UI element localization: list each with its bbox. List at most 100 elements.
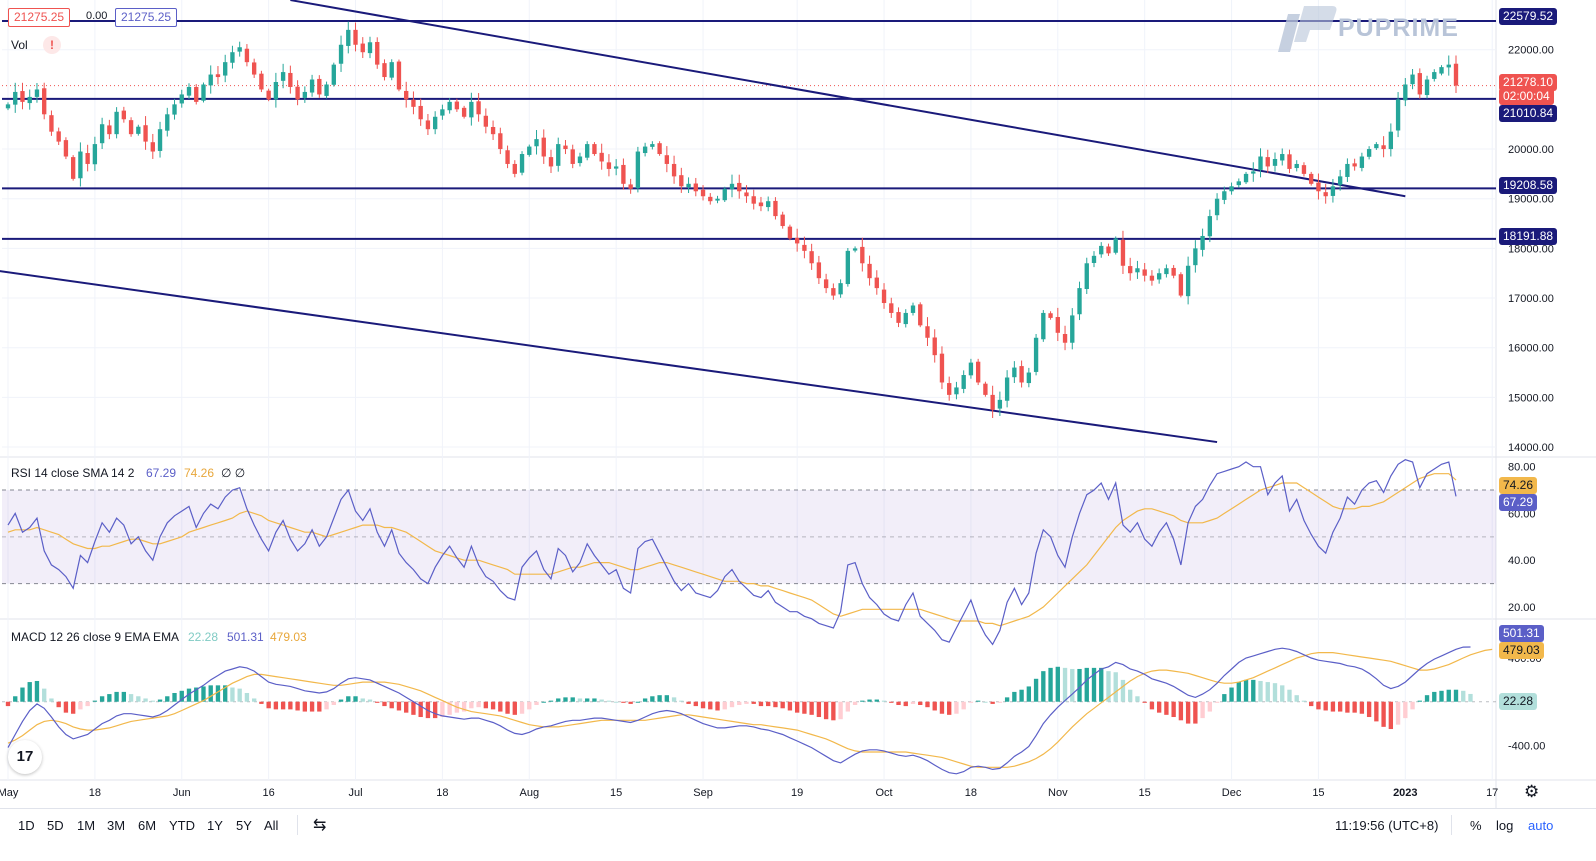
descending-trendline-lower: [0, 270, 1218, 444]
candle-body: [172, 104, 177, 115]
macd-histogram-bar: [353, 696, 358, 702]
macd-histogram-bar: [700, 701, 706, 709]
candle-body: [375, 41, 380, 65]
auto-toggle[interactable]: auto: [1528, 818, 1554, 833]
clock-label[interactable]: 11:19:56 (UTC+8): [1335, 818, 1439, 833]
candle-body: [136, 126, 141, 134]
macd-histogram-bar: [331, 701, 336, 706]
timeframe-6m[interactable]: 6M: [138, 818, 157, 833]
candle-body: [280, 72, 286, 81]
candle-body: [5, 104, 11, 109]
candle-body: [592, 144, 597, 155]
macd-legend-macd: 501.31: [227, 630, 264, 644]
candle-body: [1048, 313, 1053, 318]
macd-histogram-bar: [1352, 701, 1357, 713]
macd-histogram-bar: [1012, 691, 1017, 702]
macd-value-pill: 501.31: [1499, 625, 1544, 642]
macd-histogram-bar: [1330, 701, 1336, 712]
candle-body: [288, 72, 293, 87]
candle-body: [251, 62, 257, 75]
axis-labels: 22000.0021000.0020000.0019000.0018000.00…: [0, 45, 1554, 799]
candle-body: [27, 96, 32, 104]
macd-histogram-bar: [215, 685, 221, 702]
timeframe-1d[interactable]: 1D: [18, 818, 35, 833]
macd-histogram-bar: [794, 701, 800, 713]
macd-legend-name: MACD 12 26 close 9 EMA EMA: [11, 630, 180, 644]
timeframe-5y[interactable]: 5Y: [236, 818, 252, 833]
timeframe-all[interactable]: All: [264, 818, 279, 833]
macd-histogram-bar: [78, 701, 83, 710]
macd-histogram-bar: [273, 701, 279, 710]
timeframe-1y[interactable]: 1Y: [207, 818, 223, 833]
close-price-box[interactable]: 21275.25: [115, 8, 178, 27]
candle-body: [309, 79, 315, 93]
open-price-box[interactable]: 21275.25: [8, 8, 71, 27]
candle-body: [92, 144, 98, 165]
macd-histogram-bar: [975, 700, 981, 702]
candle-body: [1142, 269, 1147, 276]
candle-body: [657, 143, 662, 155]
timeframe-5d[interactable]: 5D: [47, 818, 64, 833]
macd-histogram-bar: [411, 701, 416, 715]
candle-body: [1446, 64, 1451, 68]
timeframe-3m[interactable]: 3M: [107, 818, 126, 833]
macd-histogram-bar: [1041, 671, 1046, 702]
candle-body: [505, 150, 510, 164]
macd-histogram-bar: [766, 701, 771, 707]
candle-body: [693, 183, 698, 192]
candle-body: [128, 120, 134, 135]
macd-histogram-bar: [1019, 689, 1024, 702]
candle-body: [49, 115, 54, 132]
date-range-icon[interactable]: ⇆: [313, 817, 327, 834]
macd-histogram-bar: [259, 701, 264, 704]
macd-histogram-bar: [1345, 701, 1350, 713]
macd-histogram-bar: [758, 701, 764, 707]
macd-histogram-bar: [881, 700, 887, 702]
macd-signal-line: [7, 648, 1493, 768]
candle-body: [230, 52, 235, 63]
candle-body: [968, 362, 974, 376]
macd-histogram-bar: [838, 701, 843, 720]
macd-histogram-bar: [483, 701, 489, 709]
macd-histogram-bar: [251, 698, 257, 702]
candle-body: [194, 86, 199, 102]
candle-body: [1439, 67, 1444, 74]
candle-body: [1200, 235, 1205, 250]
candle-body: [461, 107, 467, 117]
candle-body: [70, 157, 76, 179]
timeframe-1m[interactable]: 1M: [77, 818, 96, 833]
timeframe-ytd[interactable]: YTD: [169, 818, 195, 833]
candle-body: [585, 144, 590, 158]
log-toggle[interactable]: log: [1496, 818, 1514, 833]
macd-histogram-bar: [476, 701, 481, 708]
candle-body: [483, 115, 489, 127]
candle-body: [802, 244, 807, 251]
candle-body: [20, 91, 25, 102]
macd-histogram-bar: [280, 701, 286, 710]
gear-icon[interactable]: ⚙: [1524, 782, 1540, 801]
exclamation-icon[interactable]: !: [43, 36, 61, 54]
rsi-tick-label: 40.00: [1508, 555, 1536, 567]
time-tick-label: Jul: [348, 787, 362, 799]
macd-histogram-bar: [954, 701, 959, 714]
macd-histogram-bar: [939, 701, 945, 714]
candle-body: [1229, 186, 1234, 192]
signal-value-pill: 479.03: [1499, 642, 1544, 659]
macd-histogram-bar: [650, 696, 655, 702]
last-price-label: 21278.10: [1499, 74, 1558, 91]
macd-histogram-bar: [990, 701, 995, 704]
tradingview-logo[interactable]: 17: [8, 740, 42, 774]
macd-histogram-bar: [534, 701, 539, 706]
macd-histogram-bar: [831, 701, 836, 721]
candle-body: [527, 146, 532, 155]
macd-histogram: [5, 666, 1473, 730]
macd-histogram-bar: [1316, 701, 1321, 710]
macd-histogram-bar: [1251, 679, 1256, 702]
macd-histogram-bar: [780, 701, 785, 709]
macd-histogram-bar: [295, 701, 300, 711]
macd-histogram-bar: [396, 701, 402, 711]
candle-body: [338, 44, 344, 64]
macd-histogram-bar: [1070, 668, 1075, 702]
percent-toggle[interactable]: %: [1470, 818, 1482, 833]
